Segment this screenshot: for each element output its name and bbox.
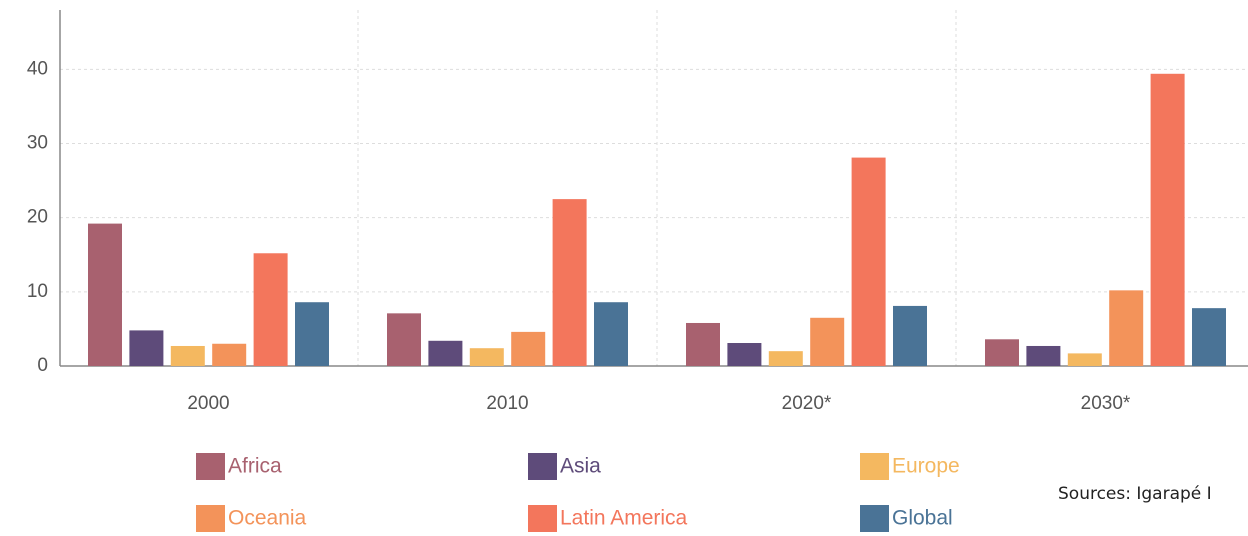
x-tick-label: 2030* xyxy=(1081,393,1131,414)
bar xyxy=(511,331,546,366)
x-tick-label: 2010 xyxy=(486,393,528,414)
bar xyxy=(768,351,803,366)
bar xyxy=(428,340,463,366)
bar xyxy=(88,223,122,366)
bar xyxy=(552,199,587,366)
bar xyxy=(1192,308,1226,366)
bar xyxy=(295,302,329,366)
bar xyxy=(1150,73,1185,367)
y-tick-label: 40 xyxy=(27,58,48,79)
x-tick-label: 2000 xyxy=(187,393,229,414)
bar xyxy=(212,343,247,366)
bar xyxy=(170,345,205,366)
y-tick-label: 10 xyxy=(27,281,48,302)
bar xyxy=(1109,290,1144,366)
legend-label: Oceania xyxy=(228,507,307,530)
legend-label: Asia xyxy=(560,455,601,478)
legend-swatch xyxy=(196,505,225,532)
source-note: Sources: Igarapé I xyxy=(1058,484,1212,504)
legend-swatch xyxy=(528,453,557,480)
bar xyxy=(851,157,886,366)
bar xyxy=(387,313,421,366)
bar xyxy=(810,317,845,366)
legend-swatch xyxy=(528,505,557,532)
bar xyxy=(686,322,720,366)
bar xyxy=(129,330,164,366)
bar xyxy=(1026,345,1061,366)
legend-swatch xyxy=(860,505,889,532)
bar xyxy=(727,343,762,366)
bar xyxy=(469,348,504,366)
bar xyxy=(985,339,1019,366)
legend-label: Africa xyxy=(228,455,282,478)
y-tick-label: 20 xyxy=(27,207,48,228)
legend-label: Latin America xyxy=(560,507,688,530)
y-tick-label: 0 xyxy=(37,355,48,376)
bar xyxy=(253,253,288,366)
bar xyxy=(1067,353,1102,366)
x-tick-label: 2020* xyxy=(782,393,832,414)
legend-label: Europe xyxy=(892,455,960,478)
bar xyxy=(594,302,628,366)
y-tick-label: 30 xyxy=(27,133,48,154)
legend-swatch xyxy=(196,453,225,480)
bar xyxy=(893,305,927,366)
legend-swatch xyxy=(860,453,889,480)
legend-label: Global xyxy=(892,507,953,530)
